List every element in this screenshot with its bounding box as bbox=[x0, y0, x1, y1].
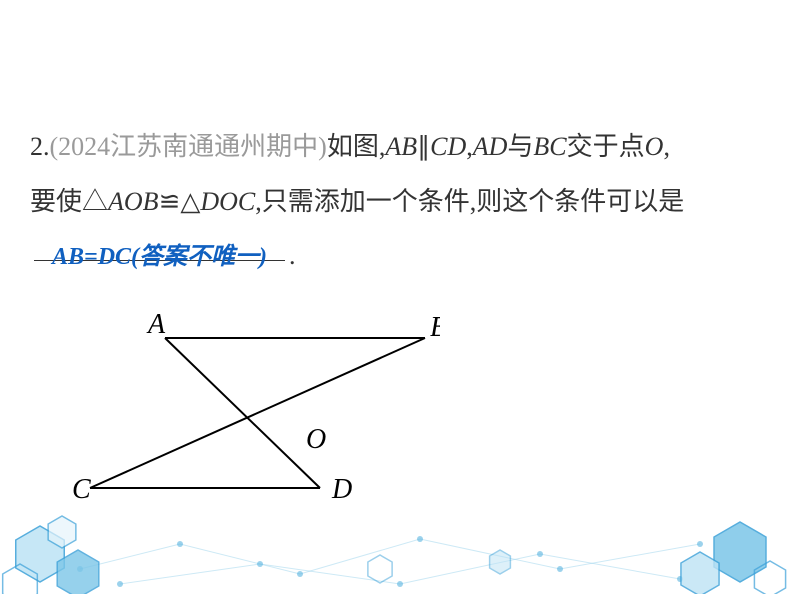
diagram-svg: A B C DO bbox=[70, 298, 440, 508]
period: . bbox=[289, 241, 296, 270]
problem-number: 2. bbox=[30, 132, 50, 161]
line2-a: 要使△ bbox=[30, 187, 108, 216]
svg-text:O: O bbox=[306, 424, 326, 455]
seg-cd: CD bbox=[430, 132, 466, 161]
seg-bc: BC bbox=[533, 132, 566, 161]
svg-text:C: C bbox=[72, 474, 91, 505]
comma2: , bbox=[663, 132, 670, 161]
svg-text:A: A bbox=[146, 309, 166, 340]
congruent-symbol: ≌ bbox=[159, 187, 181, 216]
problem-content: 2.(2024江苏南通通州期中)如图,AB∥CD,AD与BC交于点O, 要使△A… bbox=[0, 0, 794, 513]
seg-ab: AB bbox=[385, 132, 417, 161]
parallel-symbol: ∥ bbox=[417, 132, 430, 161]
problem-source: (2024江苏南通通州期中) bbox=[50, 132, 327, 161]
tri-doc: DOC bbox=[200, 187, 255, 216]
tri-aob: AOB bbox=[108, 187, 159, 216]
text-before: 如图, bbox=[327, 132, 386, 161]
answer-text: AB=DC(答案不唯一) bbox=[52, 244, 267, 270]
svg-text:D: D bbox=[331, 474, 352, 505]
geometry-diagram: A B C DO bbox=[70, 298, 764, 513]
problem-line-2: 要使△AOB≌△DOC,只需添加一个条件,则这个条件可以是 bbox=[30, 175, 764, 230]
line2-c: ,只需添加一个条件,则这个条件可以是 bbox=[255, 187, 684, 216]
problem-line-1: 2.(2024江苏南通通州期中)如图,AB∥CD,AD与BC交于点O, bbox=[30, 120, 764, 175]
with-text: 与 bbox=[507, 132, 533, 161]
text-mid1: 交于点 bbox=[567, 132, 645, 161]
svg-text:B: B bbox=[430, 312, 440, 343]
line2-b: △ bbox=[180, 187, 200, 216]
problem-line-3: AB=DC(答案不唯一). bbox=[30, 229, 764, 284]
answer-blank: AB=DC(答案不唯一) bbox=[34, 229, 285, 261]
seg-ad: AD bbox=[473, 132, 508, 161]
point-o: O bbox=[645, 132, 664, 161]
